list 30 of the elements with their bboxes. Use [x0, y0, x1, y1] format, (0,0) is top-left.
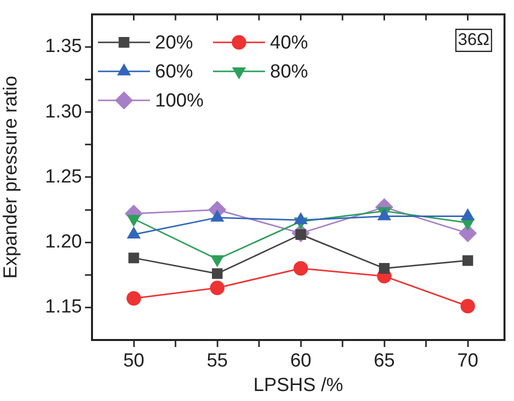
x-tick-label: 70 — [457, 350, 478, 372]
point — [460, 298, 476, 314]
legend-label: 100% — [155, 90, 204, 112]
legend-label: 20% — [155, 32, 194, 54]
point — [210, 280, 225, 296]
point — [462, 255, 474, 266]
point — [378, 263, 390, 274]
y-tick-label: 1.35 — [45, 36, 82, 58]
legend-label: 40% — [270, 32, 308, 54]
legend-label: 60% — [155, 62, 194, 83]
x-tick-label: 55 — [206, 350, 228, 372]
point — [128, 252, 140, 264]
x-tick-label: 65 — [374, 350, 395, 372]
legend-label: 80% — [270, 62, 308, 83]
point — [127, 227, 140, 239]
annotation: 36Ω — [458, 30, 490, 50]
point — [294, 212, 308, 224]
x-tick-label: 60 — [290, 350, 312, 372]
x-tick-label: 50 — [123, 350, 144, 372]
point — [294, 261, 308, 276]
y-tick-label: 1.20 — [45, 232, 82, 253]
x-axis-title: LPSHS /% — [253, 374, 344, 396]
y-tick-label: 1.30 — [45, 101, 82, 122]
point — [126, 291, 141, 306]
y-tick-label: 1.25 — [45, 166, 82, 188]
point — [210, 210, 224, 222]
point — [212, 268, 223, 279]
y-tick-label: 1.15 — [45, 296, 82, 318]
y-axis-title: Expander pressure ratio — [0, 76, 22, 279]
point — [461, 209, 474, 220]
